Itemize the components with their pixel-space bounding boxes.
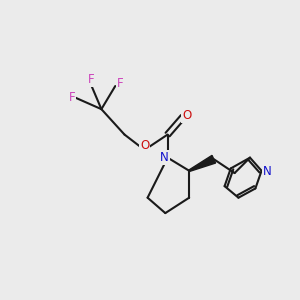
Text: F: F	[69, 91, 75, 104]
Text: F: F	[88, 74, 95, 86]
Text: O: O	[140, 139, 149, 152]
Text: O: O	[182, 109, 191, 122]
Text: N: N	[160, 151, 169, 164]
Text: N: N	[263, 165, 272, 178]
Text: F: F	[117, 77, 124, 90]
Polygon shape	[189, 155, 216, 171]
